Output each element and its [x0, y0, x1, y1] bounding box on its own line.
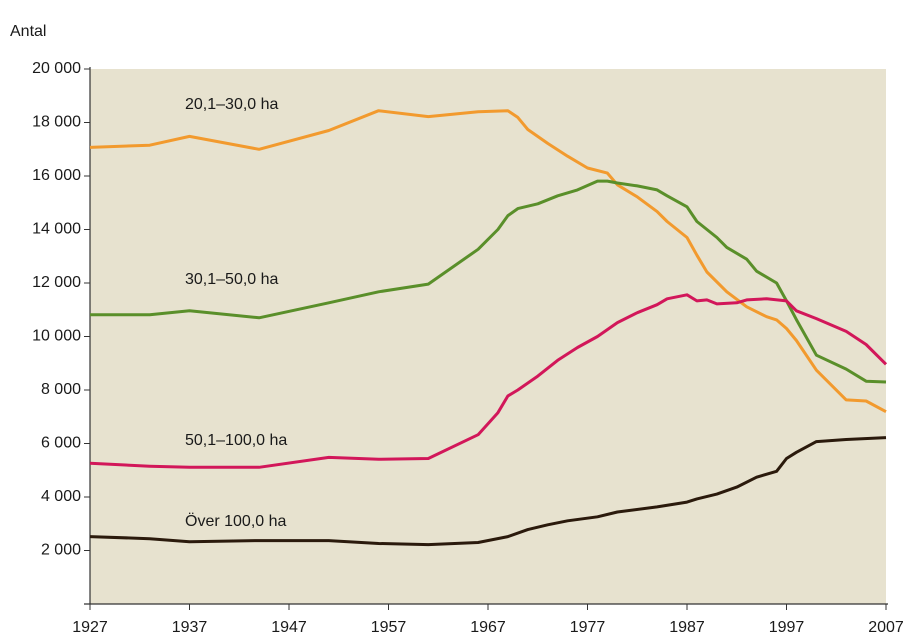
x-tick-label: 2007: [868, 619, 904, 636]
y-axis-label: Antal: [10, 23, 46, 40]
y-tick-label: 8 000: [41, 381, 81, 398]
series-label: Över 100,0 ha: [185, 512, 287, 530]
y-tick-label: 12 000: [32, 274, 81, 291]
series-line: [89, 109, 887, 414]
x-tick-label: 1967: [470, 619, 506, 636]
x-tick-label: 1947: [271, 619, 307, 636]
y-tick-label: 16 000: [32, 167, 81, 184]
series-line: [89, 436, 887, 547]
x-tick-label: 1937: [172, 619, 208, 636]
x-tick-label: 1997: [769, 619, 805, 636]
y-tick-label: 14 000: [32, 221, 81, 238]
series-label: 20,1–30,0 ha: [185, 96, 279, 113]
series-line: [90, 179, 887, 384]
y-tick-label: 10 000: [32, 328, 81, 345]
y-tick-label: 20 000: [32, 60, 81, 77]
x-tick-label: 1957: [371, 619, 407, 636]
y-tick-label: 18 000: [32, 114, 81, 131]
plot-background: [90, 69, 886, 604]
series-label: 50,1–100,0 ha: [185, 432, 287, 449]
x-tick-label: 1927: [72, 619, 108, 636]
x-tick-label: 1987: [669, 619, 705, 636]
y-tick-label: 6 000: [41, 435, 81, 452]
series-line: [89, 293, 888, 469]
y-tick-label: 2 000: [41, 542, 81, 559]
y-tick-label: 4 000: [41, 488, 81, 505]
x-tick-label: 1977: [570, 619, 606, 636]
series-label: 30,1–50,0 ha: [185, 271, 279, 288]
